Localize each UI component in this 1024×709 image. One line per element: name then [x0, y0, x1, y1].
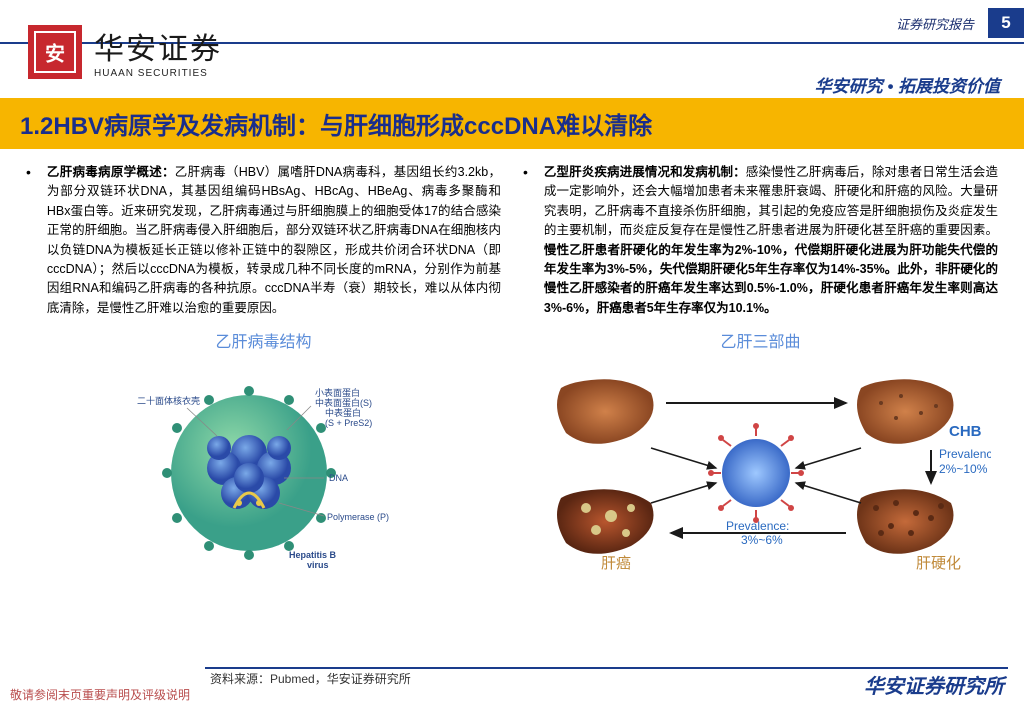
logo-area: 安 华安证券 HUAAN SECURITIES	[28, 24, 222, 79]
right-text2: 慢性乙肝患者肝硬化的年发生率为2%-10%，代偿期肝硬化进展为肝功能失代偿的年发…	[544, 243, 998, 315]
svg-text:CHB: CHB	[949, 423, 982, 440]
diagrams-row: 乙肝病毒结构	[0, 318, 1024, 578]
report-label: 证券研究报告	[896, 14, 974, 33]
svg-text:二十面体核衣壳: 二十面体核衣壳	[137, 395, 200, 406]
right-diagram-title: 乙肝三部曲	[720, 328, 800, 352]
bullet-icon: •	[26, 163, 31, 318]
svg-text:小表面蛋白: 小表面蛋白	[315, 387, 360, 398]
right-column: • 乙型肝炎疾病进展情况和发病机制：感染慢性乙肝病毒后，除对患者日常生活会造成一…	[523, 163, 998, 318]
page-title: 1.2HBV病原学及发病机制：与肝细胞形成cccDNA难以清除	[20, 106, 1004, 141]
header: 证券研究报告 5 安 华安证券 HUAAN SECURITIES 华安研究 • …	[0, 0, 1024, 98]
left-text: 乙肝病毒（HBV）属嗜肝DNA病毒科，基因组长约3.2kb，为部分双链环状DNA…	[47, 165, 501, 315]
right-bold: 乙型肝炎疾病进展情况和发病机制：	[544, 165, 746, 179]
logo-en: HUAAN SECURITIES	[94, 68, 222, 79]
right-paragraph: 乙型肝炎疾病进展情况和发病机制：感染慢性乙肝病毒后，除对患者日常生活会造成一定影…	[544, 163, 998, 318]
left-diagram: 乙肝病毒结构	[26, 318, 501, 578]
header-subtitle: 华安研究 • 拓展投资价值	[815, 72, 1000, 97]
virus-structure-svg: 二十面体核衣壳 小表面蛋白 中表面蛋白(S) 中表蛋白 (S + PreS2) …	[129, 358, 399, 578]
svg-text:肝硬化: 肝硬化	[916, 555, 961, 572]
svg-text:3%~6%: 3%~6%	[741, 533, 783, 547]
svg-text:Prevalence:: Prevalence:	[726, 519, 789, 533]
svg-text:2%~10%: 2%~10%	[939, 462, 988, 476]
source-text: 资料来源：Pubmed，华安证券研究所	[210, 670, 411, 687]
left-paragraph: 乙肝病毒病原学概述：乙肝病毒（HBV）属嗜肝DNA病毒科，基因组长约3.2kb，…	[47, 163, 501, 318]
disclaimer-text: 敬请参阅末页重要声明及评级说明	[10, 686, 190, 703]
bullet-icon: •	[523, 163, 528, 318]
title-bar: 1.2HBV病原学及发病机制：与肝细胞形成cccDNA难以清除	[0, 98, 1024, 149]
right-diagram: 乙肝三部曲 CHB 肝硬化 肝癌	[523, 318, 998, 578]
left-bold: 乙肝病毒病原学概述：	[47, 165, 175, 179]
left-diagram-title: 乙肝病毒结构	[215, 328, 311, 352]
svg-text:Hepatitis B: Hepatitis B	[289, 550, 337, 560]
top-right: 证券研究报告 5	[896, 8, 1024, 38]
svg-text:(S + PreS2): (S + PreS2)	[325, 418, 372, 428]
svg-text:Prevalence:: Prevalence:	[939, 447, 991, 461]
page-number: 5	[988, 8, 1024, 38]
footer-rule	[205, 667, 1008, 669]
svg-text:中表面蛋白(S): 中表面蛋白(S)	[315, 397, 372, 408]
logo-icon: 安	[28, 25, 82, 79]
left-column: • 乙肝病毒病原学概述：乙肝病毒（HBV）属嗜肝DNA病毒科，基因组长约3.2k…	[26, 163, 501, 318]
svg-text:中表蛋白: 中表蛋白	[325, 407, 361, 418]
svg-text:肝癌: 肝癌	[601, 555, 631, 572]
footer-right: 华安证券研究所	[864, 670, 1004, 699]
svg-text:virus: virus	[307, 560, 329, 570]
logo-cn: 华安证券	[94, 24, 222, 68]
svg-text:DNA: DNA	[329, 473, 348, 483]
content: • 乙肝病毒病原学概述：乙肝病毒（HBV）属嗜肝DNA病毒科，基因组长约3.2k…	[0, 149, 1024, 318]
liver-trilogy-svg: CHB 肝硬化 肝癌	[531, 358, 991, 578]
svg-text:Polymerase (P): Polymerase (P)	[327, 512, 389, 522]
